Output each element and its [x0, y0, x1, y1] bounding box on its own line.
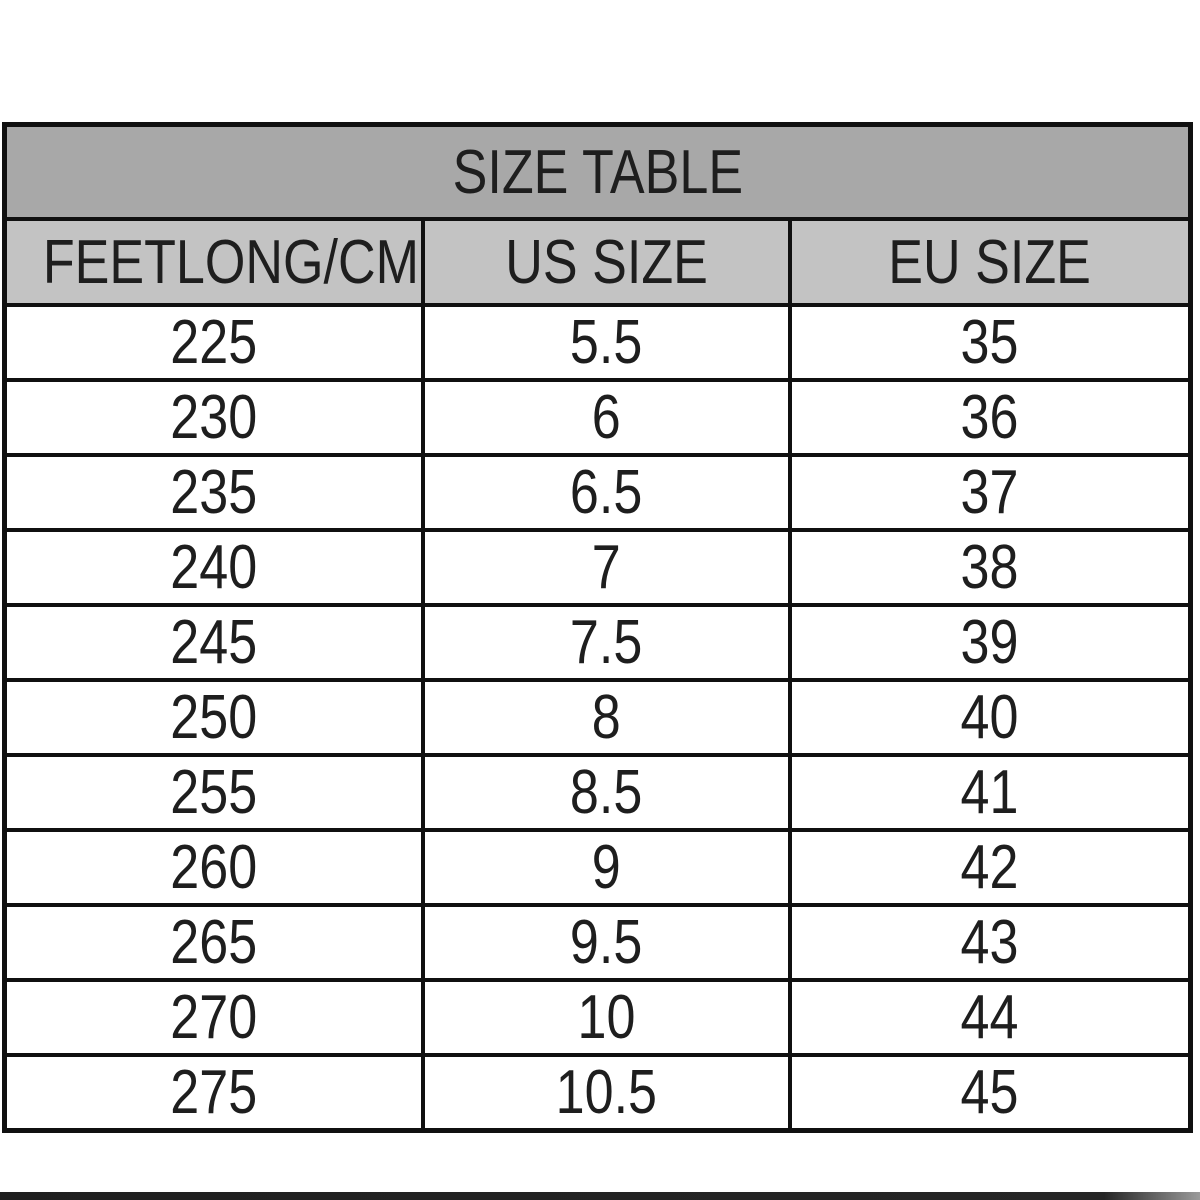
table-cell: 235 — [2, 453, 426, 532]
table-cell: 5.5 — [421, 303, 792, 382]
table-cell: 9 — [421, 828, 792, 907]
table-cell: 41 — [787, 753, 1193, 832]
column-header-feetlong-cm: FEETLONG/CM — [2, 217, 426, 307]
table-cell: 275 — [2, 1053, 426, 1133]
column-header-us-size: US SIZE — [421, 217, 792, 307]
bottom-edge-bar — [0, 1192, 1200, 1200]
table-cell: 36 — [787, 378, 1193, 457]
table-row: 225 5.5 35 — [2, 303, 1193, 382]
size-table: SIZE TABLE FEETLONG/CM US SIZE EU SIZE 2… — [2, 122, 1193, 1133]
table-cell: 8 — [421, 678, 792, 757]
table-title: SIZE TABLE — [2, 122, 1193, 221]
table-row: 230 6 36 — [2, 378, 1193, 457]
table-row: 270 10 44 — [2, 978, 1193, 1057]
table-row: 265 9.5 43 — [2, 903, 1193, 982]
table-cell: 10 — [421, 978, 792, 1057]
table-title-row: SIZE TABLE — [2, 122, 1193, 221]
table-cell: 245 — [2, 603, 426, 682]
table-cell: 42 — [787, 828, 1193, 907]
table-row: 260 9 42 — [2, 828, 1193, 907]
table-cell: 6.5 — [421, 453, 792, 532]
column-header-eu-size: EU SIZE — [787, 217, 1193, 307]
table-cell: 44 — [787, 978, 1193, 1057]
table-row: 255 8.5 41 — [2, 753, 1193, 832]
table-cell: 35 — [787, 303, 1193, 382]
table-cell: 37 — [787, 453, 1193, 532]
table-cell: 225 — [2, 303, 426, 382]
table-cell: 7 — [421, 528, 792, 607]
table-cell: 39 — [787, 603, 1193, 682]
table-cell: 230 — [2, 378, 426, 457]
table-cell: 260 — [2, 828, 426, 907]
table-cell: 10.5 — [421, 1053, 792, 1133]
table-row: 240 7 38 — [2, 528, 1193, 607]
table-title-text: SIZE TABLE — [452, 137, 743, 207]
table-cell: 240 — [2, 528, 426, 607]
table-cell: 6 — [421, 378, 792, 457]
table-cell: 8.5 — [421, 753, 792, 832]
table-cell: 250 — [2, 678, 426, 757]
table-cell: 270 — [2, 978, 426, 1057]
table-cell: 7.5 — [421, 603, 792, 682]
table-cell: 43 — [787, 903, 1193, 982]
table-row: 275 10.5 45 — [2, 1053, 1193, 1133]
table-cell: 255 — [2, 753, 426, 832]
table-cell: 40 — [787, 678, 1193, 757]
table-cell: 45 — [787, 1053, 1193, 1133]
table-row: 250 8 40 — [2, 678, 1193, 757]
table-header-row: FEETLONG/CM US SIZE EU SIZE — [2, 217, 1193, 307]
table-cell: 38 — [787, 528, 1193, 607]
table-row: 235 6.5 37 — [2, 453, 1193, 532]
table-cell: 9.5 — [421, 903, 792, 982]
table-cell: 265 — [2, 903, 426, 982]
table-row: 245 7.5 39 — [2, 603, 1193, 682]
